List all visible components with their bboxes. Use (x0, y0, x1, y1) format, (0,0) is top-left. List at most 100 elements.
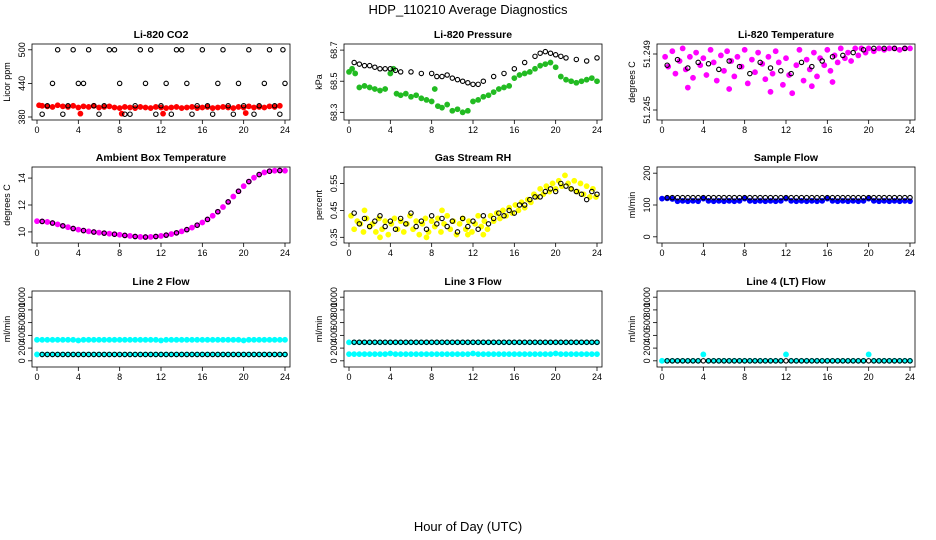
data-point-raw (183, 104, 190, 111)
data-point-average (891, 358, 898, 364)
data-point-raw (349, 65, 355, 72)
data-point-average (563, 183, 569, 189)
data-point-upper (168, 336, 175, 343)
data-point-raw (438, 229, 444, 235)
data-point-raw (537, 62, 544, 69)
data-point-raw (377, 234, 383, 241)
data-point-average (163, 351, 169, 358)
data-point-average (194, 103, 200, 109)
data-point-average (70, 225, 76, 232)
data-point-average (475, 339, 481, 345)
data-point-average (741, 194, 748, 201)
data-point-average (392, 226, 399, 232)
data-point-average (366, 223, 373, 230)
y-tick-label: 51.249 (642, 40, 652, 68)
data-point-average (147, 47, 154, 53)
data-point-average (840, 194, 846, 201)
data-point-average (361, 215, 368, 222)
data-point-average (542, 48, 549, 55)
data-point-average (428, 213, 435, 219)
data-point-lower (459, 351, 466, 358)
data-point-average (142, 234, 149, 240)
data-point-average (168, 111, 175, 117)
y-tick-label: 800 (642, 302, 652, 317)
data-point-average (85, 351, 92, 358)
data-point-average (418, 70, 425, 77)
data-point-average (184, 351, 190, 358)
data-point-average (757, 358, 763, 364)
data-point-average (778, 194, 784, 201)
data-point-average (679, 358, 686, 364)
data-point-average (865, 194, 872, 201)
data-point-average (829, 54, 836, 60)
data-point-average (413, 223, 419, 230)
data-point-raw (106, 103, 113, 110)
data-point-average (803, 358, 810, 364)
data-point-average (49, 220, 56, 226)
y-axis-label: ml/min (627, 316, 637, 343)
x-tick-label: 12 (468, 248, 478, 258)
data-point-average (685, 194, 691, 201)
data-point-lower (495, 351, 502, 358)
data-point-raw (80, 103, 87, 110)
data-point-average (752, 194, 758, 201)
data-point-raw (444, 101, 451, 108)
y-tick-label: 200 (642, 341, 652, 356)
x-tick-label: 0 (659, 248, 664, 258)
data-point-average (235, 351, 242, 358)
data-point-average (700, 358, 707, 364)
data-point-average (372, 64, 378, 70)
data-point-raw (77, 110, 84, 117)
x-tick-label: 4 (388, 125, 393, 135)
data-point-average (690, 194, 696, 201)
data-point-average (366, 339, 373, 345)
data-point-average (840, 358, 846, 364)
data-point-raw (178, 228, 185, 235)
x-tick-label: 8 (117, 248, 122, 258)
data-point-average (891, 45, 898, 52)
data-point-average (886, 194, 893, 201)
data-point-raw (845, 49, 851, 56)
data-point-average (793, 358, 800, 364)
data-point-average (266, 47, 273, 53)
x-tick-label: 24 (905, 125, 915, 135)
y-tick-label: 0.55 (329, 175, 339, 193)
data-point-raw (679, 45, 686, 52)
data-point-average (480, 339, 487, 345)
data-point-raw (382, 218, 389, 225)
data-point-average (132, 233, 138, 240)
x-tick-label: 4 (76, 125, 81, 135)
data-point-upper (147, 336, 154, 343)
data-point-raw (377, 87, 383, 94)
data-point-average (907, 194, 913, 201)
data-point-raw (516, 72, 523, 78)
data-point-average (496, 339, 502, 345)
data-point-average (527, 339, 533, 345)
data-point-average (403, 339, 409, 345)
data-point-average (731, 194, 738, 201)
data-point-average (91, 351, 97, 358)
data-point-average (39, 351, 45, 358)
data-point-raw (896, 46, 903, 53)
data-point-average (449, 218, 456, 224)
x-tick-label: 0 (659, 125, 664, 135)
data-point-average (351, 59, 357, 66)
data-point-raw (659, 357, 665, 364)
data-point-average (573, 188, 580, 195)
data-point-average (397, 215, 404, 222)
data-point-lower (521, 351, 528, 358)
data-point-upper (282, 336, 288, 343)
data-point-average (111, 231, 118, 237)
data-point-raw (127, 104, 133, 111)
x-tick-label: 20 (551, 248, 561, 258)
panel-title: Ambient Box Temperature (96, 152, 227, 164)
data-point-average (122, 351, 128, 358)
data-point-average (65, 103, 71, 109)
data-point-average (173, 351, 180, 358)
data-point-average (855, 194, 862, 201)
data-point-average (475, 81, 481, 88)
data-point-raw (710, 59, 717, 66)
data-point-upper (80, 336, 87, 343)
data-point-average (881, 45, 887, 52)
data-point-raw (59, 103, 66, 110)
